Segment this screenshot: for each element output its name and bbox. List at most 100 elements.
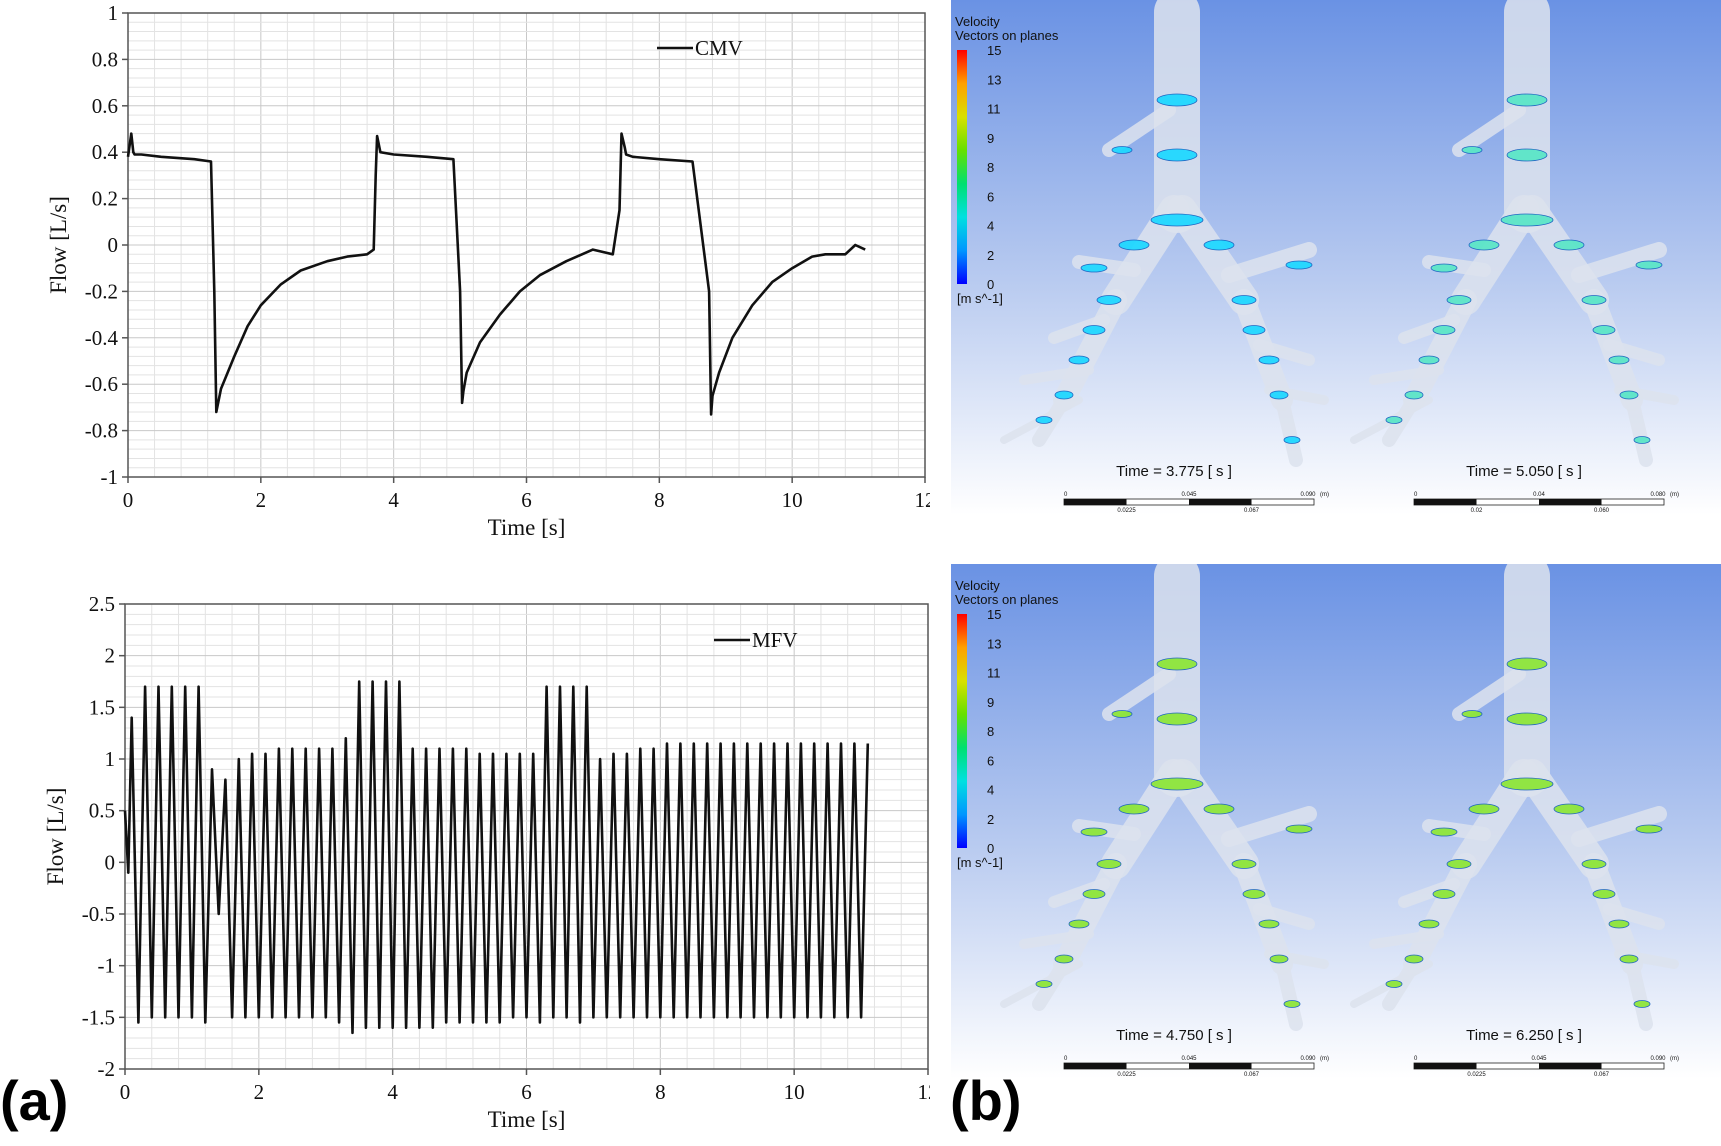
cfd-0-airway-branch [1603,339,1665,366]
chart-0-xtick-label: 10 [782,488,803,512]
chart-1-xtick-label: 12 [918,1080,931,1104]
cfd-1-velocity-ring [1285,824,1313,834]
cfd-0-airway-branch [1369,365,1444,385]
cfd-1-airway-branch [1398,878,1460,908]
cfd-0-velocity-ring [1118,239,1150,251]
cfd-0-airway-branch [1422,255,1491,277]
chart-1-ytick-label: 1 [105,747,116,771]
cfd-0-colorbar-tick: 8 [987,160,994,175]
cfd-0-airway-branch [1102,103,1176,157]
cfd-1-velocity-ring [1461,710,1483,718]
cfd-0-scale-unit: (m) [1670,492,1679,498]
chart-1-xaxis-label: Time [s] [488,1107,566,1132]
cfd-0-velocity-ring [1430,263,1458,273]
cfd-0-colorbar-tick: 4 [987,219,994,234]
cfd-1-velocity-ring [1054,954,1074,964]
cfd-0-colorbar [957,50,967,284]
chart-0-xtick-label: 0 [123,488,134,512]
cfd-0-velocity-ring [1506,93,1548,107]
cfd-1-scale-bar-segment [1414,1063,1477,1069]
cfd-1-velocity-ring [1111,710,1133,718]
cmv-flow-chart: 10.80.60.40.20-0.2-0.4-0.6-0.8-10 2 4 6 8 10 1… [46,1,930,540]
chart-0-ytick-label: 0.8 [92,47,118,71]
cfd-0-right-time-label: Time = 5.050 [ s ] [1466,463,1582,480]
cfd-0-velocity-ring [1082,325,1106,335]
cfd-1-airway-branch [1603,903,1665,930]
cfd-0-velocity-ring [1080,263,1108,273]
cfd-0-velocity-ring [1231,295,1257,305]
cfd-1-airway-branch [1625,957,1653,1031]
cfd-1-scale-label: 0.067 [1594,1072,1610,1078]
cfd-1-colorbar-subtitle: Vectors on planes [955,592,1059,607]
cfd-1-velocity-ring [1432,889,1456,899]
cfd-0-velocity-ring [1242,325,1266,335]
chart-1-yaxis-label: Flow [L/s] [43,788,68,886]
cfd-1-airway-branch [1221,806,1317,847]
chart-0-ytick-label: 0.4 [92,140,119,164]
cfd-0-velocity-ring [1461,146,1483,154]
cfd-0-scale-label: 0.0225 [1117,508,1136,514]
cfd-1-airway-branch [1422,819,1491,841]
cfd-0-scale-label: 0.02 [1471,508,1483,514]
chart-1-ytick-label: -1.5 [82,1005,115,1029]
cfd-1-scale-label: 0.090 [1300,1056,1316,1062]
cfd-0-velocity-ring [1446,295,1472,305]
chart-1-ytick-label: 1.5 [89,695,115,719]
cfd-1-colorbar-tick: 2 [987,812,994,827]
cfd-1-velocity-ring [1082,889,1106,899]
cfd-1-right-time-label: Time = 6.250 [ s ] [1466,1027,1582,1044]
mfv-flow-chart: 2.521.510.50-0.5-1-1.5-2024681012Time [s… [43,592,931,1132]
cfd-0-velocity-ring [1592,325,1616,335]
panel-label-b: (b) [950,1069,1022,1132]
chart-1-ytick-label: -1 [98,954,116,978]
chart-1-ytick-label: 0.5 [89,799,115,823]
cfd-1-velocity-ring [1080,827,1108,837]
cfd-1-velocity-ring [1269,954,1289,964]
cfd-0-velocity-ring [1468,239,1500,251]
cfd-0-velocity-ring [1432,325,1456,335]
cfd-0-colorbar-tick: 9 [987,131,994,146]
chart-0-grid [128,13,925,477]
cfd-0-velocity-ring [1619,390,1639,400]
cfd-1-velocity-ring [1500,777,1554,791]
cfd-1-scale-bar-segment [1064,1063,1127,1069]
cfd-1-velocity-ring [1283,1000,1301,1008]
cfd-1-scale-label: 0.067 [1244,1072,1260,1078]
cfd-1-velocity-ring [1156,712,1198,726]
chart-0-yaxis-label: Flow [L/s] [46,196,71,294]
chart-0-legend-label: CMV [695,36,743,60]
cfd-1-airway-branch [1102,667,1176,721]
chart-0-series-line [126,132,866,416]
chart-1-xtick-label: 6 [521,1080,532,1104]
cfd-1-scale-bar-segment [1189,1063,1252,1069]
cfd-0-scale-bar-segment [1414,499,1477,505]
cfd-1-velocity-ring [1446,859,1472,869]
cfd-0-velocity-ring [1150,213,1204,227]
cfd-0-scale-bar-segment [1539,499,1602,505]
cfd-0-scale-label: 0 [1414,492,1418,498]
cfd-0-colorbar-tick: 13 [987,72,1001,87]
chart-0-ytick-label: 0.6 [92,94,118,118]
cfd-0-left-time-label: Time = 3.775 [ s ] [1116,463,1232,480]
cfd-1-velocity-ring [1150,777,1204,791]
cfd-1-velocity-ring [1592,889,1616,899]
cfd-1-colorbar-unit: [m s^-1] [957,855,1003,870]
cfd-0-velocity-ring [1068,355,1090,365]
cfd-0-velocity-ring [1054,390,1074,400]
cfd-0-scale-label: 0.060 [1594,508,1610,514]
cfd-1-colorbar-title: Velocity [955,578,1000,593]
cfd-0-velocity-ring [1385,416,1403,424]
cfd-0-airway-branch [1048,314,1110,344]
cfd-1-colorbar [957,614,967,848]
cfd-0-airway-branch [1221,242,1317,283]
chart-0-ytick-label: 1 [108,1,119,25]
cfd-1-velocity-ring [1404,954,1424,964]
cfd-1-airway-branch [1019,929,1094,949]
cfd-0-colorbar-title: Velocity [955,14,1000,29]
cfd-0-velocity-ring [1635,260,1663,270]
cfd-1-scale-label: 0.0225 [1117,1072,1136,1078]
chart-0-ytick-label: -1 [101,465,119,489]
cfd-1-scale-unit: (m) [1320,1056,1329,1062]
